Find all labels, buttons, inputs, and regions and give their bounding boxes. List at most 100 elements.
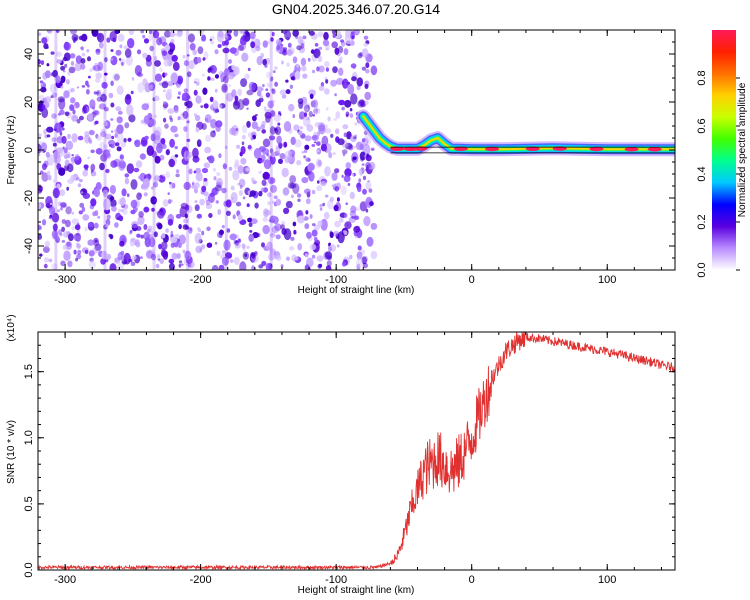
- noise-speckle: [266, 71, 272, 79]
- noise-speckle: [217, 44, 222, 48]
- noise-speckle: [161, 50, 168, 56]
- noise-speckle: [81, 33, 88, 42]
- noise-speckle: [105, 259, 109, 263]
- noise-speckle: [184, 101, 188, 107]
- noise-speckle: [286, 49, 293, 56]
- noise-speckle: [274, 66, 278, 70]
- noise-speckle: [63, 52, 71, 61]
- noise-speckle: [47, 30, 53, 34]
- noise-speckle: [115, 106, 122, 112]
- noise-speckle: [370, 222, 378, 230]
- noise-speckle: [235, 201, 242, 207]
- noise-speckle: [38, 233, 43, 240]
- noise-speckle: [71, 114, 79, 122]
- noise-speckle: [324, 128, 332, 134]
- noise-speckle: [262, 40, 268, 48]
- noise-speckle: [187, 151, 193, 159]
- noise-speckle: [124, 173, 130, 178]
- noise-speckle: [104, 72, 108, 76]
- noise-speckle: [223, 200, 228, 207]
- noise-speckle: [341, 261, 347, 267]
- noise-speckle: [193, 81, 197, 84]
- noise-speckle: [207, 193, 215, 204]
- noise-speckle: [110, 160, 118, 168]
- noise-speckle: [263, 159, 272, 170]
- noise-speckle: [174, 133, 179, 138]
- noise-speckle: [93, 91, 97, 95]
- noise-speckle: [264, 64, 268, 68]
- noise-speckle: [183, 88, 189, 93]
- noise-speckle: [226, 228, 231, 233]
- noise-speckle: [46, 134, 51, 138]
- noise-speckle: [61, 239, 66, 243]
- noise-speckle: [200, 105, 204, 108]
- snr-ytick-label: 1.5: [23, 364, 35, 379]
- noise-speckle: [212, 130, 216, 134]
- noise-speckle: [181, 263, 184, 266]
- noise-speckle: [155, 263, 160, 269]
- noise-speckle: [242, 251, 249, 260]
- noise-speckle: [314, 236, 318, 242]
- noise-speckle: [208, 67, 212, 71]
- noise-speckle: [276, 44, 281, 51]
- noise-speckle: [359, 201, 368, 212]
- noise-speckle: [304, 144, 310, 150]
- noise-speckle: [335, 128, 340, 135]
- noise-speckle: [165, 149, 170, 156]
- noise-speckle: [168, 158, 175, 168]
- noise-speckle: [162, 199, 169, 207]
- noise-speckle: [350, 205, 357, 214]
- noise-speckle: [136, 49, 142, 55]
- noise-speckle: [240, 78, 248, 88]
- noise-speckle: [187, 263, 192, 268]
- noise-speckle: [214, 49, 219, 55]
- noise-speckle: [175, 213, 182, 219]
- noise-speckle: [317, 55, 323, 63]
- noise-speckle: [82, 192, 91, 199]
- noise-speckle: [323, 31, 329, 41]
- noise-speckle: [130, 199, 138, 209]
- noise-speckle: [268, 219, 272, 222]
- snr-ylabel: SNR (10 * v/v): [6, 420, 17, 484]
- noise-speckle: [234, 159, 240, 167]
- noise-speckle: [252, 115, 257, 122]
- noise-speckle: [294, 71, 301, 80]
- noise-speckle: [78, 210, 83, 215]
- noise-speckle: [318, 85, 325, 92]
- noise-speckle: [334, 186, 340, 192]
- noise-speckle: [169, 138, 176, 148]
- noise-speckle: [345, 111, 350, 117]
- noise-speckle: [308, 89, 316, 97]
- noise-speckle: [182, 126, 188, 132]
- noise-speckle: [204, 134, 212, 142]
- noise-speckle: [318, 65, 325, 73]
- noise-speckle: [159, 208, 164, 212]
- noise-speckle: [364, 83, 369, 89]
- figure-title: GN04.2025.346.07.20.G14: [272, 1, 440, 17]
- noise-speckle: [201, 123, 207, 130]
- noise-speckle: [148, 84, 154, 90]
- noise-speckle: [234, 242, 241, 249]
- noise-speckle: [193, 187, 198, 194]
- noise-speckle: [117, 110, 123, 115]
- noise-speckle: [312, 99, 319, 109]
- noise-speckle: [351, 76, 357, 82]
- noise-speckle: [357, 245, 362, 251]
- noise-speckle: [298, 111, 306, 120]
- noise-speckle: [303, 149, 308, 154]
- noise-speckle: [270, 184, 277, 193]
- noise-speckle: [311, 69, 316, 74]
- noise-speckle: [241, 34, 249, 42]
- noise-speckle: [237, 99, 245, 111]
- noise-streak: [152, 30, 156, 270]
- noise-speckle: [329, 196, 334, 202]
- noise-speckle: [170, 38, 175, 44]
- noise-speckle: [274, 223, 282, 231]
- noise-speckle: [46, 126, 54, 133]
- noise-speckle: [80, 191, 84, 194]
- noise-speckle: [186, 120, 190, 124]
- noise-speckle: [116, 146, 122, 152]
- noise-speckle: [68, 233, 74, 242]
- noise-speckle: [301, 151, 305, 154]
- noise-streak: [103, 30, 107, 270]
